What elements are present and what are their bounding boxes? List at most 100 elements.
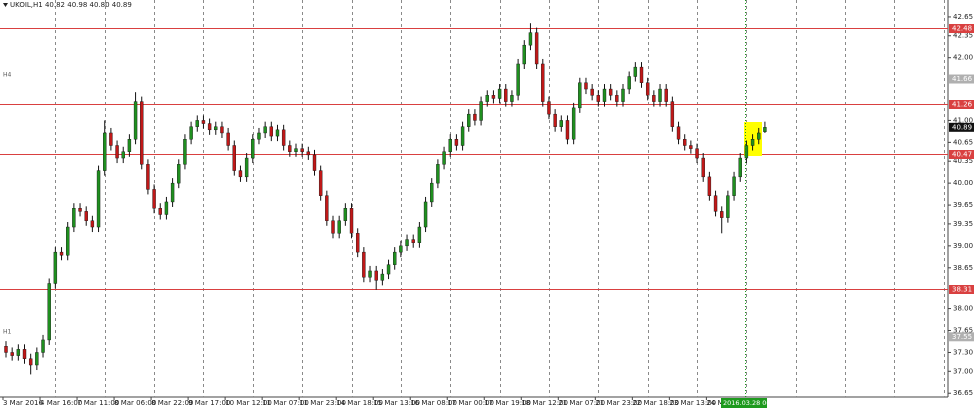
candle-body xyxy=(331,220,335,234)
candle-body xyxy=(689,145,693,149)
candle-body xyxy=(658,88,662,102)
candle-body xyxy=(442,151,446,165)
y-tick-label: 40.65 xyxy=(953,138,973,146)
candle-body xyxy=(84,211,88,221)
candle-body xyxy=(615,95,619,102)
candle-body xyxy=(288,145,292,152)
candle-body xyxy=(405,239,409,247)
level-label-bg xyxy=(949,285,974,294)
cursor-label-bg xyxy=(721,398,767,408)
candle-body xyxy=(35,352,39,366)
candle-body xyxy=(238,170,243,178)
candle-body xyxy=(534,32,539,65)
price-mark-bg xyxy=(949,332,974,342)
current-price-bg xyxy=(949,122,974,132)
candle-body xyxy=(732,176,736,196)
x-tick-label: 15 Mar 13:00 xyxy=(373,399,420,407)
candle-body xyxy=(269,126,274,137)
candle-body xyxy=(627,76,631,90)
candle-body xyxy=(362,251,366,278)
candle-body xyxy=(584,82,588,90)
candle-body xyxy=(467,113,471,127)
y-tick-label: 40.00 xyxy=(953,179,973,187)
candle-body xyxy=(695,148,699,159)
price-mark-bg xyxy=(949,74,974,84)
candle-body xyxy=(596,95,601,102)
y-tick-label: 37.00 xyxy=(953,367,973,375)
x-tick-label: 11 Mar 23:00 xyxy=(299,399,346,407)
x-tick-label: 10 Mar 12:00 xyxy=(225,399,272,407)
candle-body xyxy=(479,101,483,121)
y-tick-label: 42.00 xyxy=(953,54,973,62)
x-tick-label: 22 Mar 18:00 xyxy=(632,399,679,407)
y-tick-label: 39.00 xyxy=(953,242,973,250)
candle-body xyxy=(430,182,434,203)
candle-body xyxy=(4,345,8,353)
candle-body xyxy=(325,195,329,221)
candle-body xyxy=(547,101,551,115)
candle-body xyxy=(368,270,372,278)
candle-body xyxy=(621,88,625,102)
candle-body xyxy=(417,226,422,243)
candle-body xyxy=(220,126,224,134)
candle-body xyxy=(491,95,496,99)
candles xyxy=(4,23,767,375)
candle-body xyxy=(164,201,169,215)
timeframe-annotation: H4 xyxy=(3,72,12,79)
candle-body xyxy=(133,101,138,140)
candle-body xyxy=(226,132,230,146)
candle-body xyxy=(559,120,563,127)
candle-body xyxy=(701,157,705,178)
candle-body xyxy=(244,157,249,178)
x-tick-label: 21 Mar 07:00 xyxy=(558,399,605,407)
candle-body xyxy=(10,352,14,356)
candle-body xyxy=(72,208,76,228)
candle-body xyxy=(763,127,767,132)
candle-body xyxy=(374,270,378,281)
candle-body xyxy=(275,129,280,137)
price-mark-label: 41.66 xyxy=(952,75,973,83)
title-arrow xyxy=(3,3,8,7)
candle-body xyxy=(53,251,58,284)
level-label-bg xyxy=(949,150,974,159)
candle-body xyxy=(312,154,317,171)
candle-body xyxy=(454,139,459,146)
candle-body xyxy=(207,123,212,131)
candle-body xyxy=(683,139,687,146)
candle-body xyxy=(386,264,391,275)
candle-body xyxy=(59,251,64,256)
candle-body xyxy=(522,44,526,65)
x-tick-label: 4 Mar 16:00 xyxy=(40,399,82,407)
y-tick-label: 37.65 xyxy=(953,327,973,335)
x-tick-label: 7 Mar 11:00 xyxy=(77,399,119,407)
candle-body xyxy=(473,113,477,121)
candle-body xyxy=(541,63,545,102)
x-tick-label: 3 Mar 2016 xyxy=(3,399,43,407)
candle-body xyxy=(343,208,348,221)
y-tick-label: 38.65 xyxy=(953,264,973,272)
level-label-bg xyxy=(949,24,974,33)
candle-body xyxy=(195,120,199,127)
cursor-label: 2016.03.28 00:00 xyxy=(723,399,781,407)
x-tick-label: 18 Mar 12:00 xyxy=(521,399,568,407)
x-tick-label: 11 Mar 07:00 xyxy=(262,399,309,407)
x-tick-label: 21 Mar 23:00 xyxy=(595,399,642,407)
candle-body xyxy=(713,195,718,212)
x-tick-label: 14 Mar 18:00 xyxy=(336,399,383,407)
candle-body xyxy=(294,148,298,152)
candle-body xyxy=(726,195,730,218)
y-tick-label: 39.35 xyxy=(953,220,973,228)
candle-body xyxy=(232,145,236,171)
y-tick-label: 40.35 xyxy=(953,157,973,165)
candle-body xyxy=(318,170,323,196)
candle-body xyxy=(664,88,668,102)
candle-body xyxy=(121,151,125,159)
candle-body xyxy=(16,349,21,356)
candle-body xyxy=(460,126,465,146)
candle-body xyxy=(355,233,360,253)
candle-body xyxy=(738,157,742,178)
candle-body xyxy=(90,220,95,228)
candle-body xyxy=(578,82,582,109)
